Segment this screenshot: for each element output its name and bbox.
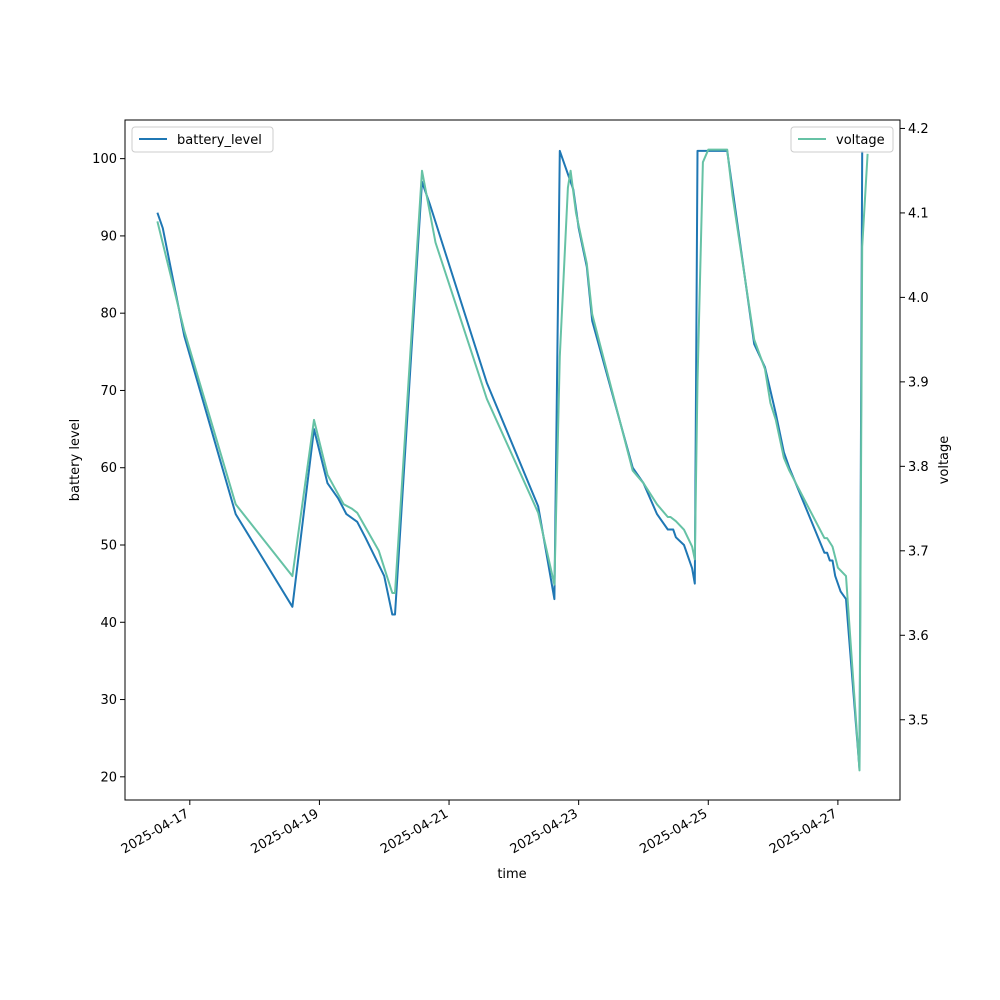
y2-axis-ticks: 3.5 3.6 3.7 3.8 3.9 4.0 4.1 4.2 xyxy=(900,122,929,728)
y2-tick-label: 3.6 xyxy=(908,629,929,644)
legend-voltage: voltage xyxy=(790,126,894,153)
y-tick-label: 40 xyxy=(100,616,117,631)
x-axis-label: time xyxy=(497,867,526,882)
plot-frame xyxy=(124,119,901,801)
y-tick-label: 60 xyxy=(100,461,117,476)
legend-label-voltage: voltage xyxy=(836,133,885,148)
y2-tick-label: 3.9 xyxy=(908,375,929,390)
y-tick-label: 100 xyxy=(92,152,117,167)
y-axis-label: battery level xyxy=(68,419,83,502)
y-tick-label: 70 xyxy=(100,384,117,399)
y-tick-label: 50 xyxy=(100,539,117,554)
plot-lines xyxy=(156,148,869,772)
legend-label-battery-level: battery_level xyxy=(177,133,262,148)
y2-tick-label: 3.8 xyxy=(908,460,929,475)
series-line-voltage xyxy=(156,148,869,772)
y2-axis-label: voltage xyxy=(937,436,952,485)
y2-tick-label: 4.1 xyxy=(908,206,929,221)
y2-tick-label: 4.0 xyxy=(908,291,929,306)
y2-tick-label: 3.5 xyxy=(908,713,929,728)
y-tick-label: 80 xyxy=(100,307,117,322)
y2-tick-label: 4.2 xyxy=(908,122,929,137)
y-tick-label: 20 xyxy=(100,770,117,785)
y-tick-label: 90 xyxy=(100,229,117,244)
legend-battery-level: battery_level xyxy=(131,126,274,153)
y2-tick-label: 3.7 xyxy=(908,544,929,559)
y-tick-label: 30 xyxy=(100,693,117,708)
y-axis-ticks: 20 30 40 50 60 70 80 90 100 xyxy=(92,152,125,785)
